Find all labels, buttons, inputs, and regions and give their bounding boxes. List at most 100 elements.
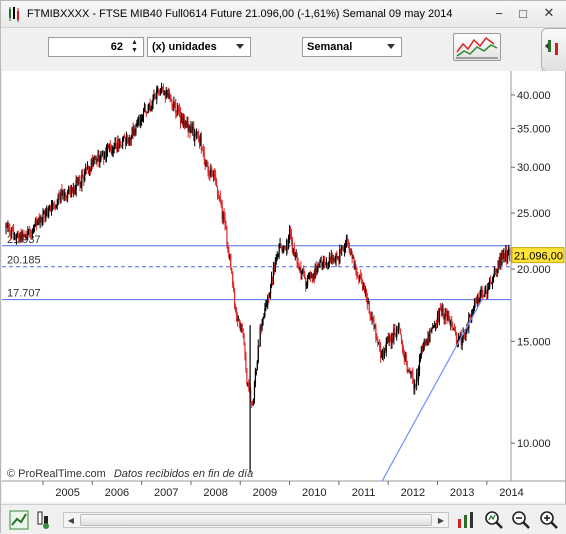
x-tick-label: 2011 bbox=[352, 487, 376, 499]
candle-body bbox=[327, 261, 330, 264]
candle-body bbox=[166, 90, 168, 93]
candle-body bbox=[248, 383, 250, 388]
units-value: 62 bbox=[110, 41, 123, 53]
candle-body bbox=[505, 250, 507, 258]
scrollbar-thumb[interactable] bbox=[80, 514, 432, 526]
candle-body bbox=[352, 257, 354, 259]
scroll-left-icon[interactable]: ◀ bbox=[67, 515, 75, 525]
candle-body bbox=[152, 98, 154, 105]
candle-body bbox=[338, 256, 340, 263]
candle-body bbox=[23, 234, 25, 236]
units-dropdown-label: (x) unidades bbox=[152, 41, 217, 53]
candle-body bbox=[269, 293, 271, 298]
zoom-auto-icon[interactable] bbox=[484, 510, 504, 530]
timeframe-dropdown[interactable]: Semanal bbox=[302, 37, 402, 57]
candle-body bbox=[313, 273, 315, 278]
minimize-button[interactable]: − bbox=[495, 5, 503, 21]
candle-body bbox=[396, 326, 398, 338]
time-scrollbar[interactable]: ◀ ▶ bbox=[63, 512, 449, 528]
candle-body bbox=[118, 139, 120, 148]
candle-body bbox=[424, 340, 426, 343]
candle-body bbox=[397, 326, 399, 333]
side-panel-tab[interactable] bbox=[541, 28, 566, 72]
maximize-button[interactable]: □ bbox=[519, 5, 527, 21]
units-dropdown[interactable]: (x) unidades bbox=[147, 37, 251, 57]
candle-body bbox=[236, 316, 239, 321]
candle-body bbox=[123, 135, 126, 139]
candle-body bbox=[220, 202, 222, 207]
candle-body bbox=[266, 304, 268, 306]
candle-body bbox=[181, 114, 183, 124]
candle-body bbox=[214, 171, 216, 176]
candle-body bbox=[26, 235, 28, 237]
candle-body bbox=[345, 237, 348, 246]
candle-body bbox=[375, 326, 377, 339]
candle-body bbox=[232, 272, 234, 285]
candle-body bbox=[400, 334, 403, 341]
candle-body bbox=[447, 315, 449, 319]
candle-body bbox=[378, 342, 380, 344]
candle-body bbox=[339, 249, 341, 263]
candle-body bbox=[445, 311, 447, 314]
candle-body bbox=[102, 151, 104, 156]
candle-body bbox=[452, 327, 454, 329]
candle-body bbox=[281, 247, 283, 252]
candle-body bbox=[504, 254, 506, 258]
candle-body bbox=[427, 336, 429, 345]
candle-body bbox=[271, 277, 274, 281]
candle-body bbox=[57, 195, 59, 204]
candle-body bbox=[67, 191, 69, 199]
zoom-in-icon[interactable] bbox=[539, 510, 559, 530]
candle-body bbox=[173, 101, 175, 108]
candle-body bbox=[48, 208, 50, 217]
candle-body bbox=[204, 160, 206, 167]
candle-body bbox=[382, 350, 385, 356]
candle-body bbox=[20, 232, 22, 241]
candle-body bbox=[92, 160, 94, 167]
candle-body bbox=[96, 158, 98, 161]
side-panel-icon bbox=[545, 40, 558, 55]
candle-body bbox=[237, 318, 239, 321]
candle-body bbox=[182, 115, 184, 124]
candle-body bbox=[276, 256, 278, 259]
candle-body bbox=[315, 266, 317, 273]
window-title: FTMIBXXXX - FTSE MIB40 Full0614 Future 2… bbox=[27, 8, 453, 20]
cursor-icon[interactable] bbox=[33, 510, 53, 530]
candle-body bbox=[135, 126, 137, 133]
candle-body bbox=[253, 383, 256, 399]
candle-body bbox=[251, 401, 253, 405]
candle-body bbox=[221, 206, 223, 219]
candle-body bbox=[69, 190, 72, 192]
candle-body bbox=[141, 119, 143, 120]
candle-body bbox=[110, 148, 112, 154]
candle-body bbox=[83, 176, 85, 181]
title-bar: FTMIBXXXX - FTSE MIB40 Full0614 Future 2… bbox=[1, 1, 566, 28]
candle-body bbox=[165, 92, 167, 97]
candle-body bbox=[394, 328, 396, 334]
candle-body bbox=[184, 122, 186, 126]
chart-type-icon[interactable] bbox=[9, 510, 29, 530]
candle-body bbox=[501, 250, 503, 265]
indicators-button[interactable] bbox=[453, 33, 501, 61]
zoom-out-icon[interactable] bbox=[511, 510, 531, 530]
candle-body bbox=[325, 262, 328, 266]
close-button[interactable]: ✕ bbox=[543, 5, 555, 20]
candle-body bbox=[240, 323, 242, 331]
candle-body bbox=[443, 314, 445, 321]
price-chart[interactable]: 40.000 35.000 30.000 25.000 20.000 15.000 10.0… bbox=[2, 71, 565, 502]
candle-body bbox=[157, 88, 159, 90]
support-trendline[interactable] bbox=[381, 299, 483, 482]
scroll-right-icon[interactable]: ▶ bbox=[437, 515, 445, 525]
candle-body bbox=[222, 213, 224, 219]
candle-body bbox=[219, 196, 221, 203]
candle-body bbox=[238, 318, 240, 323]
spinner-arrows-icon[interactable]: ▲ ▼ bbox=[131, 39, 138, 54]
watermark-brand: © ProRealTime.com bbox=[7, 468, 106, 480]
candle-body bbox=[66, 195, 68, 199]
candle-body bbox=[483, 295, 485, 297]
units-spinner[interactable]: 62 ▲ ▼ bbox=[48, 37, 144, 57]
candle-body bbox=[133, 130, 135, 134]
trade-icon[interactable] bbox=[456, 510, 476, 530]
candle-body bbox=[498, 260, 500, 266]
